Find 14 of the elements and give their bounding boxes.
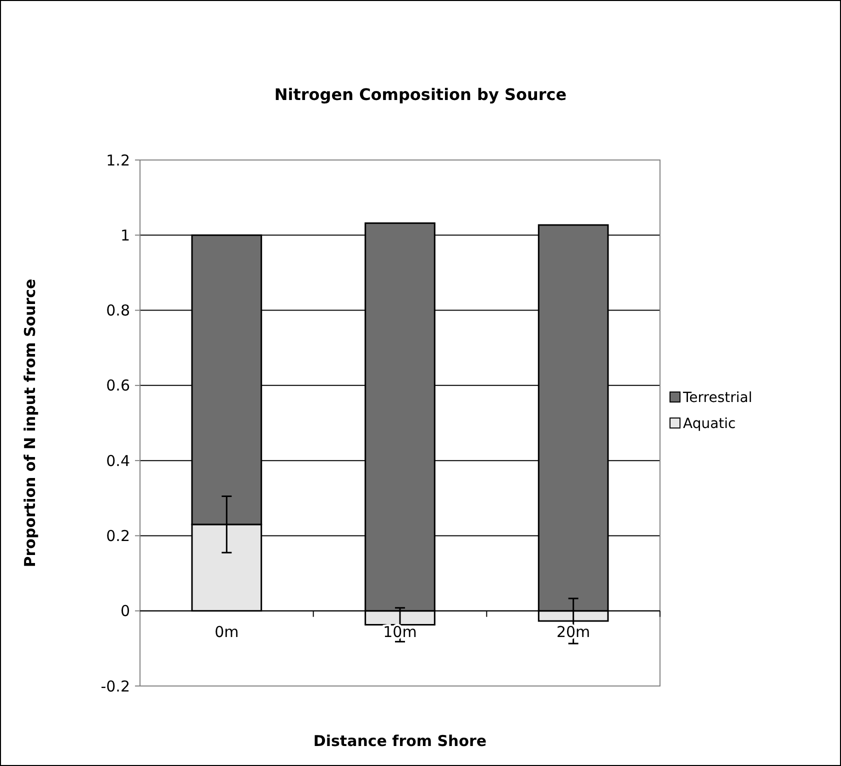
x-tick-label: 0m bbox=[214, 622, 239, 641]
y-tick-label: 0.8 bbox=[106, 302, 130, 320]
y-tick-label: -0.2 bbox=[100, 677, 130, 696]
y-tick-label: 1 bbox=[120, 226, 130, 244]
legend-label: Aquatic bbox=[683, 416, 736, 432]
y-tick-label: 0 bbox=[120, 602, 130, 620]
legend-label: Terrestrial bbox=[682, 390, 752, 406]
y-axis-title: Proportion of N input from Source bbox=[21, 278, 39, 568]
x-axis-title: Distance from Shore bbox=[313, 732, 487, 750]
y-tick-label: 0.6 bbox=[106, 376, 130, 395]
y-tick-label: 1.2 bbox=[106, 151, 130, 170]
y-tick-label: 0.4 bbox=[106, 452, 130, 470]
y-tick-label: 0.2 bbox=[106, 526, 130, 545]
chart-title: Nitrogen Composition by Source bbox=[274, 85, 567, 104]
